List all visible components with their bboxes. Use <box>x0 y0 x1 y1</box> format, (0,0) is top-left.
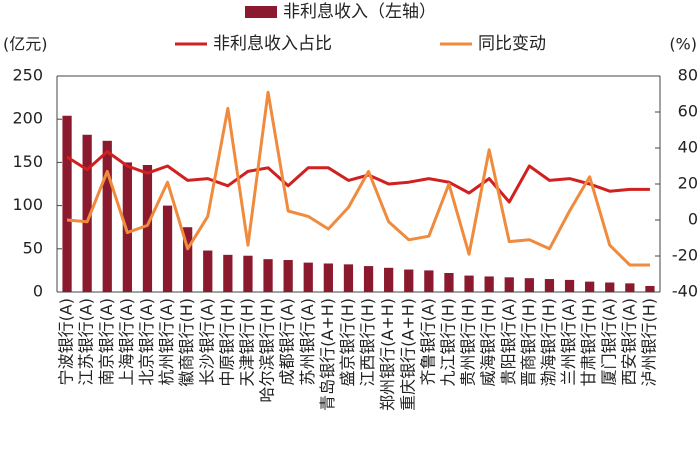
bar <box>464 275 474 292</box>
bar <box>544 279 555 292</box>
x-tick-label: 郑州银行(A+H) <box>378 298 397 411</box>
y-tick-label: 50 <box>23 238 43 257</box>
legend-label: 同比变动 <box>478 34 546 54</box>
x-tick-label: 泸州银行(H) <box>639 298 658 387</box>
bar <box>585 281 595 292</box>
legend-label: 非利息收入占比 <box>213 34 332 54</box>
legend-label: 非利息收入（左轴） <box>283 2 436 22</box>
x-tick-label: 江苏银行(A) <box>77 298 96 385</box>
legend: 非利息收入（左轴） 非利息收入占比 同比变动 <box>175 2 546 54</box>
line <box>66 90 650 267</box>
x-tick-label: 西安银行(A) <box>619 298 638 385</box>
bar <box>203 250 213 292</box>
bar <box>122 162 132 292</box>
bar <box>363 266 374 292</box>
y2-axis-label: (%) <box>669 35 697 54</box>
x-tick-label: 九江银行(H) <box>438 298 457 387</box>
x-tick-label: 贵州银行(H) <box>459 298 478 387</box>
x-tick-label: 威海银行(H) <box>479 298 498 387</box>
x-tick-label: 重庆银行(A+H) <box>398 298 417 411</box>
bar <box>303 262 313 292</box>
y2-tick-label: 80 <box>678 66 698 85</box>
bar <box>102 140 112 292</box>
y-tick-label: 0 <box>33 282 43 301</box>
bar <box>484 276 494 292</box>
x-tick-label: 渤海银行(H) <box>539 298 558 387</box>
x-tick-label: 成都银行(A) <box>278 298 297 385</box>
bar <box>82 134 92 292</box>
x-tick-label: 青岛银行(A+H) <box>318 298 337 411</box>
bar <box>625 283 635 292</box>
y2-tick-label: 20 <box>678 174 698 193</box>
x-tick-label: 宁波银行(A) <box>57 298 76 385</box>
y-tick-label: 200 <box>12 109 43 128</box>
bar <box>62 115 72 292</box>
x-tick-label: 南京银行(A) <box>97 298 116 385</box>
bar <box>223 254 233 292</box>
x-tick-label: 江西银行(H) <box>358 298 377 387</box>
bar <box>444 272 454 292</box>
bar <box>283 260 293 292</box>
legend-swatch <box>245 6 277 18</box>
bar <box>263 259 273 292</box>
x-tick-label: 杭州银行(A) <box>157 298 176 385</box>
x-tick-label: 苏州银行(A) <box>298 298 317 385</box>
bar <box>243 255 253 292</box>
line <box>66 150 650 204</box>
y-tick-label: 250 <box>12 66 43 85</box>
y-tick-label: 100 <box>12 195 43 214</box>
bar <box>424 270 434 292</box>
x-tick-label: 天津银行(H) <box>237 298 256 387</box>
bar <box>645 285 655 292</box>
x-tick-label: 长沙银行(A) <box>197 298 216 385</box>
x-tick-label: 中原银行(H) <box>217 298 236 387</box>
x-tick-label: 徽商银行(H) <box>177 298 196 387</box>
x-tick-label: 甘肃银行(H) <box>579 298 598 387</box>
y-tick-label: 150 <box>12 152 43 171</box>
bar <box>404 269 414 292</box>
y2-tick-label: -40 <box>672 282 698 301</box>
x-tick-label: 盛京银行(H) <box>338 298 357 387</box>
bar <box>142 164 153 292</box>
x-tick-label: 厦门银行(A) <box>599 298 618 385</box>
bar <box>323 263 333 292</box>
bar <box>524 278 534 292</box>
bar <box>183 227 193 292</box>
x-tick-label: 贵阳银行(A) <box>499 298 518 385</box>
bar <box>384 267 394 292</box>
x-tick-label: 北京银行(A) <box>137 298 156 385</box>
bar <box>605 282 615 292</box>
y2-tick-label: 0 <box>688 210 698 229</box>
x-tick-label: 齐鲁银行(A) <box>418 298 437 385</box>
x-tick-label: 兰州银行(A) <box>559 298 578 385</box>
x-tick-label: 上海银行(A) <box>117 298 136 385</box>
bar <box>504 277 514 292</box>
bar <box>343 264 354 292</box>
y2-tick-label: -20 <box>672 246 698 265</box>
y-axis-label: (亿元) <box>3 35 48 54</box>
y2-tick-label: 60 <box>678 102 698 121</box>
y2-tick-label: 40 <box>678 138 698 157</box>
x-tick-label: 哈尔滨银行(H) <box>258 298 277 403</box>
x-tick-label: 晋商银行(H) <box>519 298 538 387</box>
bar <box>564 279 575 292</box>
bar <box>162 205 173 292</box>
